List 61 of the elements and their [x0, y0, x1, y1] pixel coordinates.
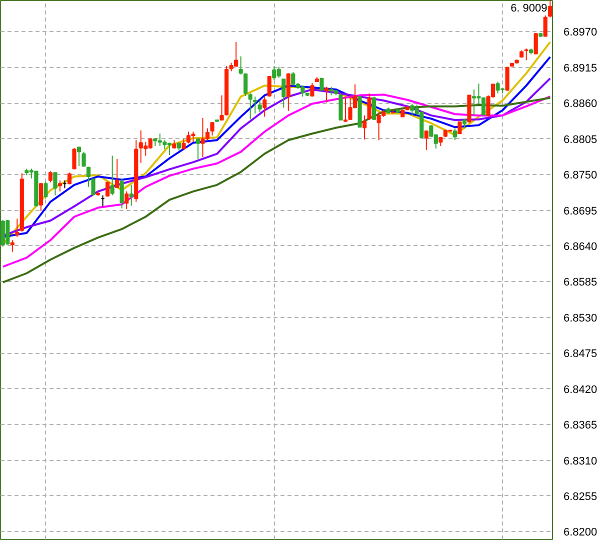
candlestick: [115, 158, 120, 188]
y-tick-label: 6.8255: [564, 490, 598, 503]
candlestick: [524, 48, 528, 61]
y-tick-label: 6.8805: [564, 134, 598, 146]
candlestick: [129, 184, 134, 206]
candlestick: [58, 180, 62, 192]
candlestick: [44, 181, 48, 200]
candlestick: [210, 121, 214, 136]
y-tick-label: 6.8695: [564, 205, 598, 218]
candlestick: [462, 118, 467, 129]
candlestick: [543, 14, 548, 37]
candlestick: [324, 86, 329, 103]
candlestick: [124, 190, 129, 210]
candlestick: [320, 78, 324, 91]
candlestick: [15, 218, 20, 238]
candlestick: [362, 114, 367, 140]
candlestick: [86, 166, 91, 188]
candlestick: [505, 66, 510, 92]
y-tick-label: 6.8640: [564, 240, 598, 253]
candlestick: [310, 82, 314, 98]
y-tick-label: 6.8750: [564, 170, 598, 182]
candlestick: [91, 178, 96, 196]
y-tick-label: 6.8310: [564, 455, 598, 468]
candlestick: [72, 147, 76, 170]
candlestick: [76, 146, 82, 167]
y-tick-label: 6.8475: [564, 348, 598, 360]
candlestick: [244, 73, 248, 96]
candlestick: [248, 92, 252, 120]
y-tick-label: 6.8860: [564, 98, 598, 110]
candlestick: [110, 155, 114, 196]
candlestick: [53, 172, 58, 196]
candlestick: [548, 0, 552, 18]
candlestick: [67, 172, 72, 185]
y-tick-label: 6.8365: [564, 420, 598, 432]
y-tick-label: 6.8420: [564, 384, 598, 396]
candlestick: [534, 32, 538, 55]
candlestick: [253, 96, 258, 114]
candlestick: [106, 181, 110, 198]
candlestick: [258, 100, 262, 113]
candlestick: [238, 56, 243, 76]
candlestick: [120, 178, 124, 209]
candlestick: [286, 72, 290, 112]
candlestick: [458, 121, 462, 134]
y-tick-label: 6.8585: [564, 276, 598, 289]
candlestick: [262, 96, 267, 118]
candlestick: [452, 128, 457, 141]
candlestick: [267, 76, 272, 98]
candlestick: [372, 96, 376, 120]
annotation: 6. 9009: [510, 2, 548, 14]
y-tick-label: 6.8970: [564, 26, 598, 39]
y-tick-label: 6.8200: [564, 526, 598, 539]
candlestick: [38, 182, 43, 212]
candlestick: [10, 240, 14, 252]
candlestick: [82, 151, 86, 168]
candlestick: [424, 130, 428, 150]
y-tick-label: 6.8530: [564, 312, 598, 324]
candlestick: [196, 138, 200, 160]
y-tick-label: 6.8915: [564, 62, 598, 74]
candlestick: [48, 170, 53, 183]
candlestick: [367, 92, 372, 120]
candlestick: [282, 78, 286, 108]
